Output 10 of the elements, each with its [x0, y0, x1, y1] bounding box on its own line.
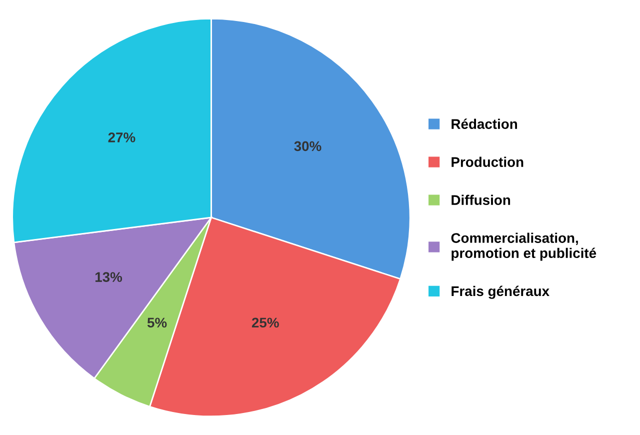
data-label: 27%	[108, 132, 136, 142]
data-label: 5%	[147, 318, 167, 328]
legend-label: Production	[452, 156, 524, 167]
data-label: 30%	[294, 141, 322, 152]
data-label: 13%	[95, 272, 122, 282]
legend-label: Rédaction	[452, 118, 517, 129]
legend-label: Commercialisation, promotion et publicité	[451, 232, 596, 261]
legend-label: Frais généraux	[452, 286, 550, 299]
legend-label: Diffusion	[452, 194, 510, 205]
data-label: 25%	[252, 318, 279, 328]
